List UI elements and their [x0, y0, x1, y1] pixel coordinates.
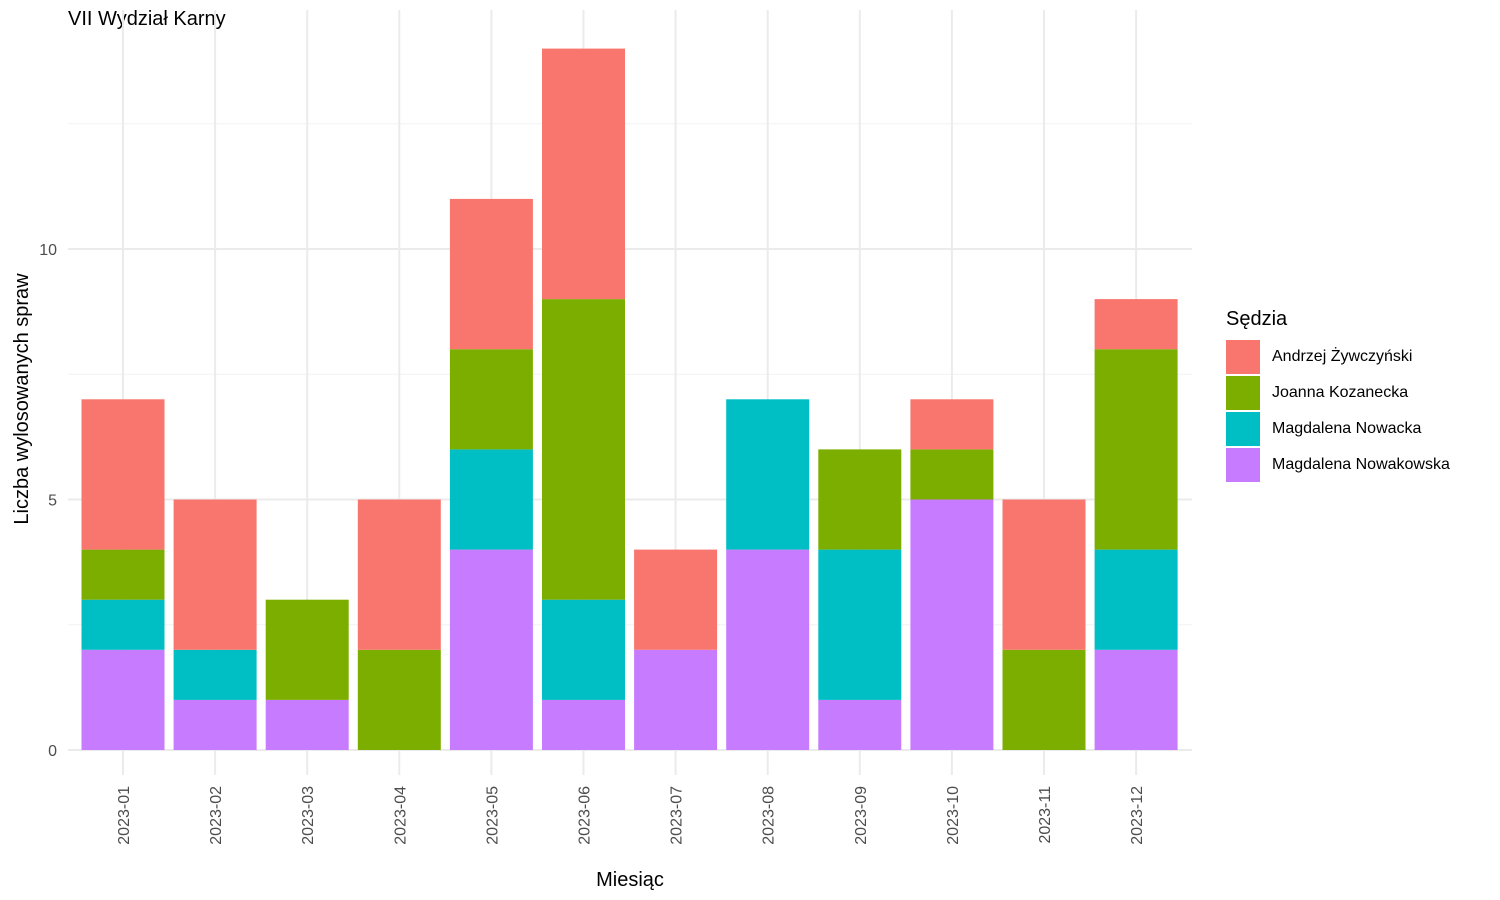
x-tick-label: 2023-05 [484, 786, 501, 845]
bar-segment [81, 399, 165, 550]
y-tick-label: 5 [48, 493, 57, 510]
bar-segment [1094, 549, 1178, 650]
legend-items: Andrzej Żywczyński Joanna Kozanecka Magdal… [1226, 339, 1450, 483]
bar-segment [173, 699, 257, 750]
bar-segment [1002, 649, 1086, 750]
y-tick-label: 0 [48, 743, 57, 760]
legend-key [1226, 376, 1260, 410]
x-tick-label: 2023-07 [669, 786, 686, 845]
legend: Sędzia Andrzej Żywczyński Joanna Kozaneck… [1226, 308, 1450, 483]
x-tick-label: 2023-10 [945, 786, 962, 845]
x-tick-label: 2023-03 [300, 786, 317, 845]
legend-item: Magdalena Nowacka [1226, 411, 1450, 447]
bar-segment [818, 549, 902, 700]
bar-segment [634, 649, 718, 750]
bar-segment [81, 549, 165, 600]
bar-segment [1002, 499, 1086, 650]
bar-segment [910, 449, 994, 500]
bar-segment [265, 599, 349, 700]
bar-segment [726, 399, 810, 550]
legend-label: Joanna Kozanecka [1272, 384, 1409, 401]
x-tick-label: 2023-06 [577, 786, 594, 845]
bar-segment [265, 699, 349, 750]
x-tick-label: 2023-12 [1129, 786, 1146, 845]
bar-segment [910, 399, 994, 450]
legend-key [1226, 412, 1260, 446]
bar-segment [81, 599, 165, 650]
legend-label: Andrzej Żywczyński [1272, 348, 1413, 365]
x-tick-label: 2023-09 [853, 786, 870, 845]
legend-title: Sędzia [1226, 308, 1288, 330]
x-axis-ticks: 2023-01 2023-02 2023-03 2023-04 2023-05 2023-… [116, 786, 1146, 845]
chart-title: VII Wydział Karny [68, 8, 226, 30]
bar-segment [818, 699, 902, 750]
y-tick-label: 10 [39, 242, 57, 259]
bar-segment [357, 499, 441, 650]
bar-segment [1094, 649, 1178, 750]
y-axis-label: Liczba wylosowanych spraw [11, 273, 33, 525]
y-axis-ticks: 0 5 10 [39, 242, 57, 760]
x-tick-label: 2023-04 [392, 786, 409, 845]
x-tick-label: 2023-08 [761, 786, 778, 845]
bar-segment [173, 499, 257, 650]
x-tick-label: 2023-11 [1037, 786, 1054, 844]
bar-segment [1094, 299, 1178, 350]
bar-segment [81, 649, 165, 750]
bar-segment [542, 599, 625, 700]
bar-segment [634, 549, 718, 650]
x-tick-label: 2023-01 [116, 786, 133, 845]
legend-label: Magdalena Nowacka [1272, 420, 1422, 437]
bar-segment [542, 299, 625, 600]
bar-segment [357, 649, 441, 750]
x-axis-label: Miesiąc [596, 869, 664, 891]
bar-segment [1094, 349, 1178, 550]
bar-segment [449, 449, 533, 550]
legend-key [1226, 340, 1260, 374]
legend-item: Joanna Kozanecka [1226, 375, 1450, 411]
legend-key [1226, 448, 1260, 482]
bar-segment [818, 449, 902, 550]
bar-segment [910, 499, 994, 750]
x-tick-label: 2023-02 [208, 786, 225, 845]
bars [81, 48, 1178, 750]
legend-label: Magdalena Nowakowska [1272, 456, 1450, 473]
bar-segment [726, 549, 810, 750]
bar-segment [449, 349, 533, 450]
legend-item: Magdalena Nowakowska [1226, 447, 1450, 483]
bar-segment [542, 48, 625, 300]
bar-segment [449, 198, 533, 350]
bar-segment [173, 649, 257, 700]
bar-segment [542, 699, 625, 750]
bar-segment [449, 549, 533, 750]
legend-item: Andrzej Żywczyński [1226, 339, 1450, 375]
